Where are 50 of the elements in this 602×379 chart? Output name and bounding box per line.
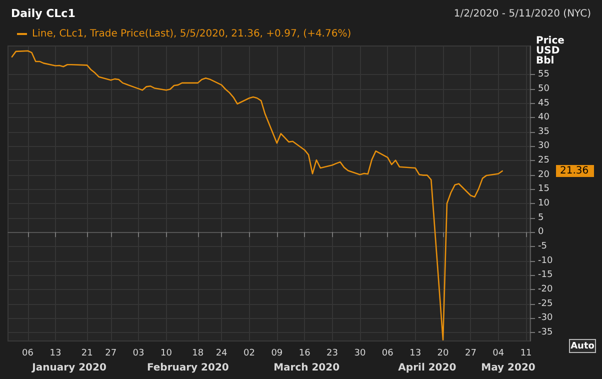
x-tick-label: 04 [492,348,504,358]
x-tick-label: 09 [271,348,283,358]
x-tick-label: 10 [160,348,172,358]
legend-label: Line, CLc1, Trade Price(Last), 5/5/2020, 21.36, +0.97, (+4.76%) [32,28,352,40]
y-tick-label: 0 [538,227,544,238]
x-tick-label: 11 [520,348,532,358]
y-tick-label: -5 [538,241,547,252]
y-tick-label: 25 [538,156,550,166]
chart-subtitle: 1/2/2020 - 5/11/2020 (NYC) [454,8,592,20]
chart-title: Daily CLc1 [11,7,76,20]
text: February 2020 [146,362,229,374]
x-tick-label: 13 [50,348,62,358]
y-axis-title: Price USD Bbl [536,36,565,66]
y-tick-label: -15 [538,270,553,280]
x-tick-label: 06 [22,348,34,358]
y-tick-label: 50 [538,84,550,94]
x-tick-label: 20 [437,348,449,358]
x-tick-label: 03 [132,348,144,358]
x-tick-label: 27 [464,348,476,358]
x-tick-label: 23 [326,348,338,358]
x-tick-label: 24 [216,348,228,358]
x-tick-label: 13 [410,348,422,358]
x-tick-label: 27 [105,348,117,358]
x-tick-label: 30 [354,348,366,358]
y-tick-label: 35 [538,126,550,137]
y-tick-label: -20 [538,284,553,294]
y-tick-label: 15 [538,184,550,194]
y-tick-label: 30 [538,141,550,152]
text: Auto [570,342,594,352]
y-tick-label: 55 [538,70,550,80]
text: January 2020 [31,362,106,374]
y-tick-label: 20 [538,170,550,180]
x-tick-label: 21 [81,348,93,358]
x-tick-label: 16 [298,348,311,358]
text: April 2020 [398,362,456,374]
y-tick-label: 10 [538,198,550,209]
text: May 2020 [481,362,536,374]
x-tick-label: 02 [244,348,255,358]
y-tick-label: -25 [538,298,553,309]
y-tick-label: -35 [538,327,553,338]
x-tick-label: 06 [382,348,394,358]
y-tick-label: -30 [538,313,553,324]
text: 21.36 [560,165,589,176]
line-series [11,50,503,341]
y-tick-label: 5 [538,212,544,223]
y-tick-label: -10 [538,256,553,266]
text: March 2020 [274,362,340,374]
y-tick-label: 40 [538,112,550,123]
y-tick-label: 45 [538,98,550,108]
x-tick-label: 18 [192,348,204,358]
